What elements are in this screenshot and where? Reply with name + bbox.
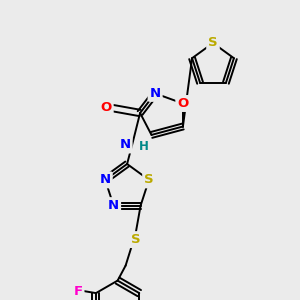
Text: H: H bbox=[139, 140, 149, 154]
Text: O: O bbox=[177, 97, 188, 110]
Text: N: N bbox=[119, 139, 131, 152]
Text: N: N bbox=[150, 87, 161, 100]
Text: S: S bbox=[208, 37, 218, 50]
Text: F: F bbox=[74, 285, 82, 298]
Text: N: N bbox=[100, 173, 111, 186]
Text: N: N bbox=[108, 199, 119, 212]
Text: S: S bbox=[131, 233, 140, 246]
Text: S: S bbox=[144, 173, 154, 186]
Text: O: O bbox=[100, 101, 112, 115]
